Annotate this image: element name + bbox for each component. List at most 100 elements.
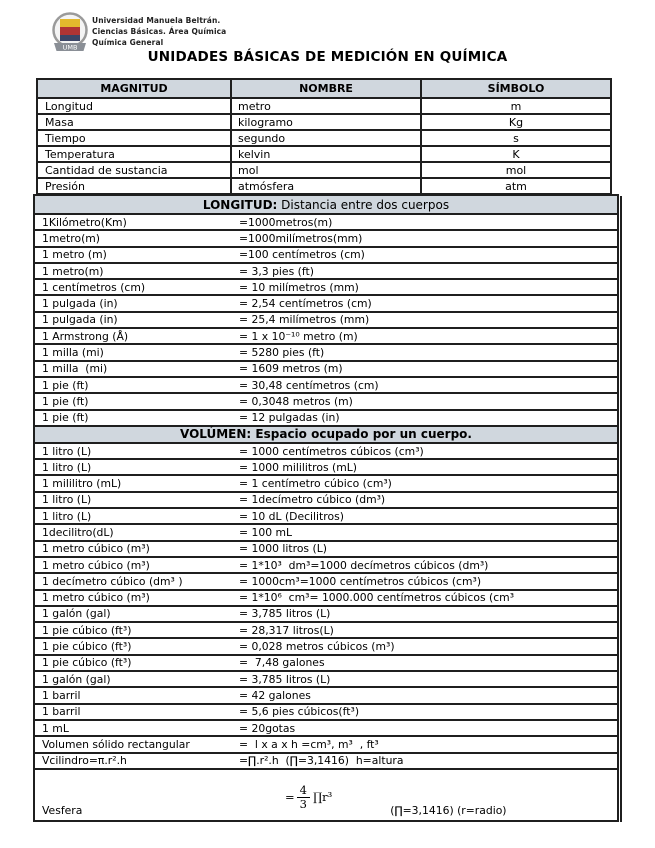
conversion-row: 1 milla (mi) = 1609 metros (m)	[35, 359, 617, 376]
unit-magnitud-cell: Presión	[38, 179, 232, 193]
conversion-label: 1 pie cúbico (ft³)	[42, 640, 132, 654]
conversion-label: 1 mL	[42, 721, 69, 735]
conversion-label: 1 metro(m)	[42, 264, 104, 278]
conversion-value: = 5280 pies (ft)	[239, 346, 325, 360]
conversion-row: 1 galón (gal) = 3,785 litros (L)	[35, 604, 617, 621]
unit-row: Presión atmósfera atm	[38, 177, 610, 193]
conversion-row: 1 galón (gal) = 3,785 litros (L)	[35, 670, 617, 686]
conversion-value: = 1000 centímetros cúbicos (cm³)	[239, 444, 424, 458]
units-table-header-row: MAGNITUD NOMBRE SÍMBOLO	[38, 80, 610, 97]
conversion-label: 1Kilómetro(Km)	[42, 215, 127, 229]
conversion-value: = 1609 metros (m)	[239, 362, 343, 376]
conversion-row: 1metro(m) =1000milímetros(mm)	[35, 229, 617, 245]
conversion-value: = 0,028 metros cúbicos (m³)	[239, 640, 395, 654]
pi-r-cubed-term: ∏r³	[312, 790, 333, 805]
conversion-label: 1 pie (ft)	[42, 378, 89, 392]
conversion-row: 1 pie cúbico (ft³) = 28,317 litros(L)	[35, 621, 617, 637]
equals-sign: =	[285, 790, 295, 805]
conversion-value: = 7,48 galones	[239, 656, 325, 670]
unit-simbolo-cell: atm	[505, 179, 527, 193]
conversion-row: 1 metro cúbico (m³) = 1000 litros (L)	[35, 539, 617, 556]
conversion-label: 1 pie cúbico (ft³)	[42, 656, 132, 670]
unit-magnitud-cell: Temperatura	[38, 147, 232, 161]
conversion-value: = 100 mL	[239, 525, 293, 539]
logo-text: UMB	[63, 44, 78, 52]
conversion-label: 1 galón (gal)	[42, 607, 111, 621]
unit-row: Masa kilogramo Kg	[38, 113, 610, 129]
conversion-value: = 1decímetro cúbico (dm³)	[239, 493, 386, 507]
conversion-label: 1 barril	[42, 705, 81, 719]
university-line: Química General	[92, 38, 164, 47]
conversion-row: 1 litro (L) = 1decímetro cúbico (dm³)	[35, 490, 617, 507]
conversion-value: = 1*10³ dm³=1000 decímetros cúbicos (dm³…	[239, 558, 489, 572]
conversion-row: 1 pie (ft) = 12 pulgadas (in)	[35, 408, 617, 425]
conversion-row: 1 pie (ft) = 0,3048 metros (m)	[35, 392, 617, 408]
unit-magnitud-cell: Masa	[38, 115, 232, 129]
unit-row: Cantidad de sustancia mol mol	[38, 161, 610, 177]
conversion-value: = 25,4 milímetros (mm)	[239, 313, 370, 327]
unit-simbolo-cell: Kg	[508, 115, 524, 129]
umb-logo-icon: UMB	[52, 12, 88, 52]
section-title: LONGITUD:	[202, 197, 278, 212]
conversion-value: = 3,785 litros (L)	[239, 607, 331, 621]
conversion-value: = 1000 mililitros (mL)	[239, 460, 357, 474]
unit-row: Longitud metro m	[38, 97, 610, 113]
conversion-row: 1Kilómetro(Km) =1000metros(m)	[35, 213, 617, 229]
fraction: 4 3	[296, 783, 310, 811]
conversion-value: = l x a x h =cm³, m³ , ft³	[239, 737, 379, 751]
conversion-label: Vcilindro=π.r².h	[42, 754, 127, 768]
university-line: Universidad Manuela Beltrán.	[92, 16, 221, 25]
conversion-value: = 0,3048 metros (m)	[239, 394, 353, 408]
unit-simbolo-cell: K	[512, 147, 520, 161]
section-title: VOLÚMEN:	[180, 427, 252, 442]
conversion-row: 1 metro(m) = 3,3 pies (ft)	[35, 261, 617, 278]
unit-nombre-cell: mol	[232, 163, 422, 177]
conversion-label: 1 pulgada (in)	[42, 313, 118, 327]
conversion-row: 1 pie (ft) = 30,48 centímetros (cm)	[35, 375, 617, 392]
university-line: Ciencias Básicas. Área Química	[92, 27, 227, 36]
conversion-value: = 5,6 pies cúbicos(ft³)	[239, 705, 360, 719]
conversion-label: 1 metro cúbico (m³)	[42, 542, 150, 556]
conversion-value: = 1000cm³=1000 centímetros cúbicos (cm³)	[239, 574, 482, 588]
conversion-label: 1 litro (L)	[42, 509, 92, 523]
esfera-label: Vesfera	[42, 803, 83, 817]
conversion-label: 1 metro (m)	[42, 248, 107, 262]
column-header-simbolo: SÍMBOLO	[487, 82, 545, 95]
conversion-label: 1 decímetro cúbico (dm³ )	[42, 574, 183, 588]
conversion-value: =1000metros(m)	[239, 215, 333, 229]
conversion-label: 1 pie cúbico (ft³)	[42, 623, 132, 637]
section-subtitle: Distancia entre dos cuerpos	[277, 197, 450, 212]
unit-magnitud-cell: Tiempo	[38, 131, 232, 145]
conversion-row: 1 milla (mi) = 5280 pies (ft)	[35, 343, 617, 359]
conversion-row: 1 metro cúbico (m³) = 1*10⁶ cm³= 1000.00…	[35, 588, 617, 605]
conversion-label: 1 pie (ft)	[42, 411, 89, 425]
conversion-row: 1 pulgada (in) = 2,54 centímetros (cm)	[35, 294, 617, 310]
unit-simbolo-cell: mol	[505, 163, 527, 177]
conversion-label: 1 barril	[42, 688, 81, 702]
conversion-value: = 1 centímetro cúbico (cm³)	[239, 477, 392, 491]
conversion-label: 1 litro (L)	[42, 460, 92, 474]
unit-simbolo-cell: m	[510, 99, 522, 113]
conversion-label: 1 pie (ft)	[42, 394, 89, 408]
esfera-formula: = 4 3 ∏r³	[285, 775, 332, 820]
conversion-value: = 1 x 10⁻¹⁰ metro (m)	[239, 329, 358, 343]
unit-nombre-cell: segundo	[232, 131, 422, 145]
conversion-value: = 1*10⁶ cm³= 1000.000 centímetros cúbico…	[239, 591, 515, 605]
conversion-label: 1 mililitro (mL)	[42, 477, 122, 491]
conversion-row: 1 centímetros (cm) = 10 milímetros (mm)	[35, 278, 617, 294]
column-header-nombre: NOMBRE	[232, 80, 422, 97]
conversion-row: 1 pie cúbico (ft³) = 0,028 metros cúbico…	[35, 637, 617, 653]
conversion-value: = 10 milímetros (mm)	[239, 280, 359, 294]
conversion-label: 1 litro (L)	[42, 493, 92, 507]
umb-logo: UMB	[47, 11, 93, 59]
conversion-value: = 30,48 centímetros (cm)	[239, 378, 379, 392]
conversion-row: 1 decímetro cúbico (dm³ ) = 1000cm³=1000…	[35, 572, 617, 588]
conversion-value: = 3,3 pies (ft)	[239, 264, 314, 278]
conversion-value: = 28,317 litros(L)	[239, 623, 334, 637]
conversion-row: Vcilindro=π.r².h =∏.r².h (∏=3,1416) h=al…	[35, 751, 617, 768]
conversion-label: Volumen sólido rectangular	[42, 737, 190, 751]
conversion-value: = 10 dL (Decilitros)	[239, 509, 344, 523]
unit-nombre-cell: kilogramo	[232, 115, 422, 129]
conversion-row: 1 litro (L) = 1000 mililitros (mL)	[35, 458, 617, 474]
conversion-label: 1 metro cúbico (m³)	[42, 558, 150, 572]
